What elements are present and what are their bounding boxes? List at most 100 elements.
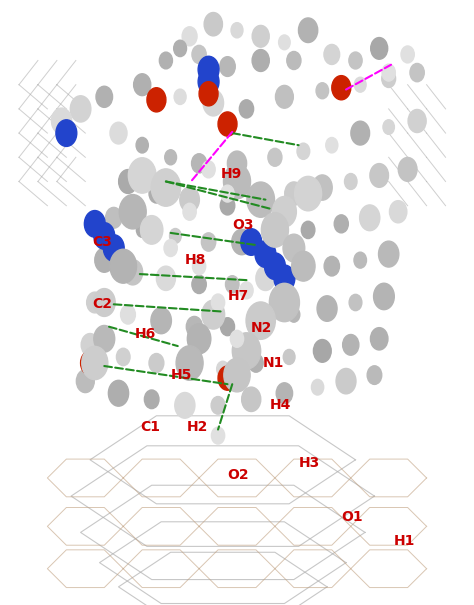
Circle shape [249,354,263,372]
Circle shape [349,295,362,310]
Circle shape [199,82,218,106]
Circle shape [191,154,207,173]
Circle shape [241,229,262,255]
Circle shape [170,229,181,243]
Circle shape [76,370,94,393]
Text: O3: O3 [232,218,254,232]
Text: H4: H4 [270,398,292,413]
Circle shape [117,348,130,365]
Circle shape [247,182,274,217]
Circle shape [371,328,388,350]
Circle shape [382,64,395,81]
Circle shape [147,88,166,112]
Circle shape [252,25,269,47]
Circle shape [218,366,237,390]
Circle shape [390,201,407,223]
Circle shape [84,211,105,237]
Circle shape [349,52,362,69]
Circle shape [224,358,250,392]
Circle shape [81,351,100,375]
Circle shape [137,223,148,237]
Circle shape [240,282,253,299]
Circle shape [103,235,124,261]
Circle shape [221,185,234,202]
Circle shape [70,96,91,122]
Circle shape [317,296,337,321]
Circle shape [255,241,276,267]
Circle shape [283,350,295,364]
Circle shape [203,90,224,116]
Circle shape [128,158,156,193]
Circle shape [312,175,332,200]
Circle shape [220,197,235,215]
Circle shape [87,292,103,313]
Circle shape [285,182,303,205]
Circle shape [211,396,225,414]
Circle shape [198,68,219,95]
Circle shape [274,265,295,292]
Circle shape [149,353,164,373]
Circle shape [275,85,293,108]
Text: H6: H6 [135,327,156,341]
Circle shape [264,253,285,280]
Circle shape [109,381,128,406]
Text: H3: H3 [299,456,320,470]
Circle shape [119,195,146,229]
Circle shape [81,333,99,356]
Circle shape [226,276,239,293]
Circle shape [52,108,72,134]
Circle shape [151,307,172,334]
Circle shape [401,46,414,63]
Circle shape [261,212,289,247]
Circle shape [332,76,351,100]
Circle shape [382,70,396,88]
Circle shape [220,318,235,336]
Circle shape [370,163,389,188]
Circle shape [211,427,225,444]
Circle shape [183,203,196,220]
Circle shape [334,215,348,233]
Circle shape [355,77,366,92]
Text: H2: H2 [187,419,209,434]
Circle shape [182,27,197,46]
Circle shape [242,387,261,411]
Circle shape [228,151,246,175]
Circle shape [276,383,292,404]
Text: C2: C2 [92,296,112,311]
Circle shape [336,368,356,394]
Circle shape [220,57,235,76]
Circle shape [252,310,269,332]
Circle shape [354,252,366,268]
Circle shape [192,45,206,64]
Circle shape [231,22,243,38]
Circle shape [192,258,206,275]
Circle shape [110,122,127,144]
Text: N1: N1 [263,356,284,370]
Circle shape [96,87,112,107]
Circle shape [198,56,219,83]
Circle shape [232,229,252,255]
Circle shape [313,339,331,362]
Circle shape [367,366,382,384]
Circle shape [164,240,177,257]
Circle shape [192,275,206,293]
Circle shape [345,174,357,189]
Circle shape [311,379,324,395]
Circle shape [151,169,181,206]
Circle shape [106,208,122,228]
Circle shape [379,241,399,267]
Circle shape [299,18,318,42]
Circle shape [145,390,159,408]
Circle shape [149,184,164,203]
Circle shape [254,191,268,209]
Circle shape [268,148,282,166]
Circle shape [82,347,108,379]
Circle shape [187,324,211,354]
Circle shape [165,150,176,165]
Circle shape [273,197,296,227]
Circle shape [256,266,275,290]
Circle shape [173,40,187,57]
Circle shape [120,305,136,324]
Circle shape [201,233,216,251]
Circle shape [181,358,198,380]
